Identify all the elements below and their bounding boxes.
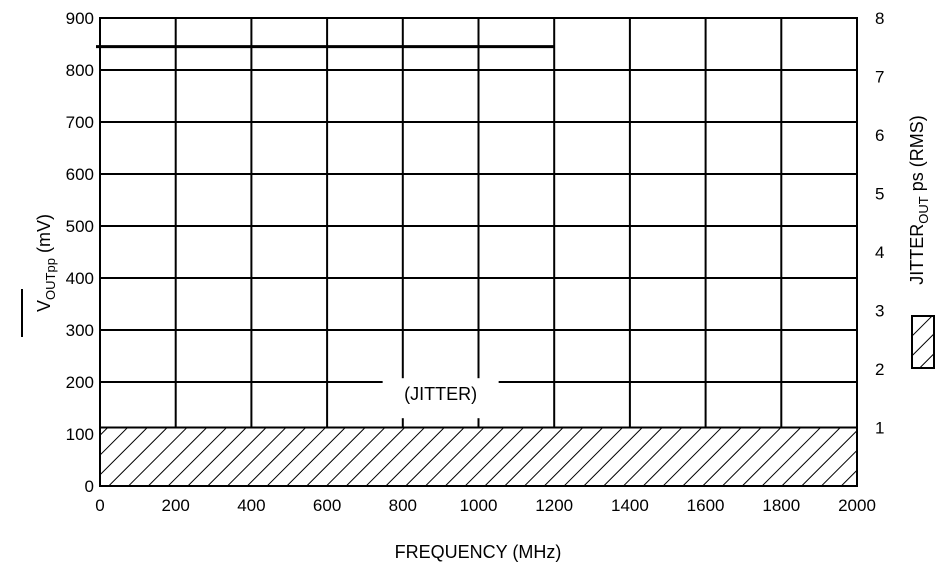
y2-tick-label: 4	[875, 243, 884, 262]
x-tick-label: 1200	[535, 496, 573, 515]
y2-tick-label: 3	[875, 302, 884, 321]
jitter-annotation: (JITTER)	[404, 384, 477, 404]
y-tick-label: 500	[66, 217, 94, 236]
x-tick-label: 0	[95, 496, 104, 515]
y-axis-label-main: V	[34, 300, 54, 312]
y2-tick-label: 7	[875, 68, 884, 87]
y-tick-label: 600	[66, 165, 94, 184]
y2-tick-label: 2	[875, 360, 884, 379]
y-tick-labels: 0 100 200 300 400 500 600 700 800 900	[66, 9, 94, 496]
y-tick-label: 100	[66, 425, 94, 444]
y2-tick-labels: 1 2 3 4 5 6 7 8	[875, 9, 884, 438]
y-axis-label-sub: OUTpp	[43, 258, 58, 300]
x-tick-label: 400	[237, 496, 265, 515]
y2-tick-label: 8	[875, 9, 884, 28]
y-tick-label: 800	[66, 61, 94, 80]
y-tick-label: 0	[85, 477, 94, 496]
y2-tick-label: 6	[875, 126, 884, 145]
y-tick-label: 300	[66, 321, 94, 340]
y-tick-label: 200	[66, 373, 94, 392]
y-tick-label: 700	[66, 113, 94, 132]
x-tick-label: 2000	[838, 496, 876, 515]
y2-axis-label-sub: OUT	[916, 196, 931, 224]
y2-tick-label: 5	[875, 185, 884, 204]
y-axis-label: VOUTpp (mV)	[34, 214, 58, 312]
y2-axis-label-main: JITTER	[907, 224, 927, 285]
y2-axis-legend-hatch	[911, 315, 935, 369]
y2-tick-label: 1	[875, 419, 884, 438]
y-tick-label: 900	[66, 9, 94, 28]
y-tick-label: 400	[66, 269, 94, 288]
x-tick-label: 1600	[687, 496, 725, 515]
y2-axis-label: JITTEROUT ps (RMS)	[907, 115, 931, 284]
x-tick-label: 1400	[611, 496, 649, 515]
y2-axis-title: JITTEROUT ps (RMS)	[907, 115, 931, 284]
x-tick-label: 1800	[762, 496, 800, 515]
x-tick-label: 200	[162, 496, 190, 515]
y-axis-title: VOUTpp (mV)	[34, 214, 58, 312]
x-axis-label: FREQUENCY (MHz)	[395, 542, 562, 562]
jitter-hatched-area	[99, 426, 858, 487]
y-axis-label-unit: (mV)	[34, 214, 54, 258]
jitter-label-background	[382, 378, 499, 419]
x-tick-label: 800	[389, 496, 417, 515]
x-tick-labels: 0 200 400 600 800 1000 1200 1400 1600 1800 2000	[95, 496, 876, 515]
x-tick-label: 1000	[460, 496, 498, 515]
x-tick-label: 600	[313, 496, 341, 515]
plot-frame	[99, 17, 858, 487]
y2-axis-label-unit: ps (RMS)	[907, 115, 927, 196]
